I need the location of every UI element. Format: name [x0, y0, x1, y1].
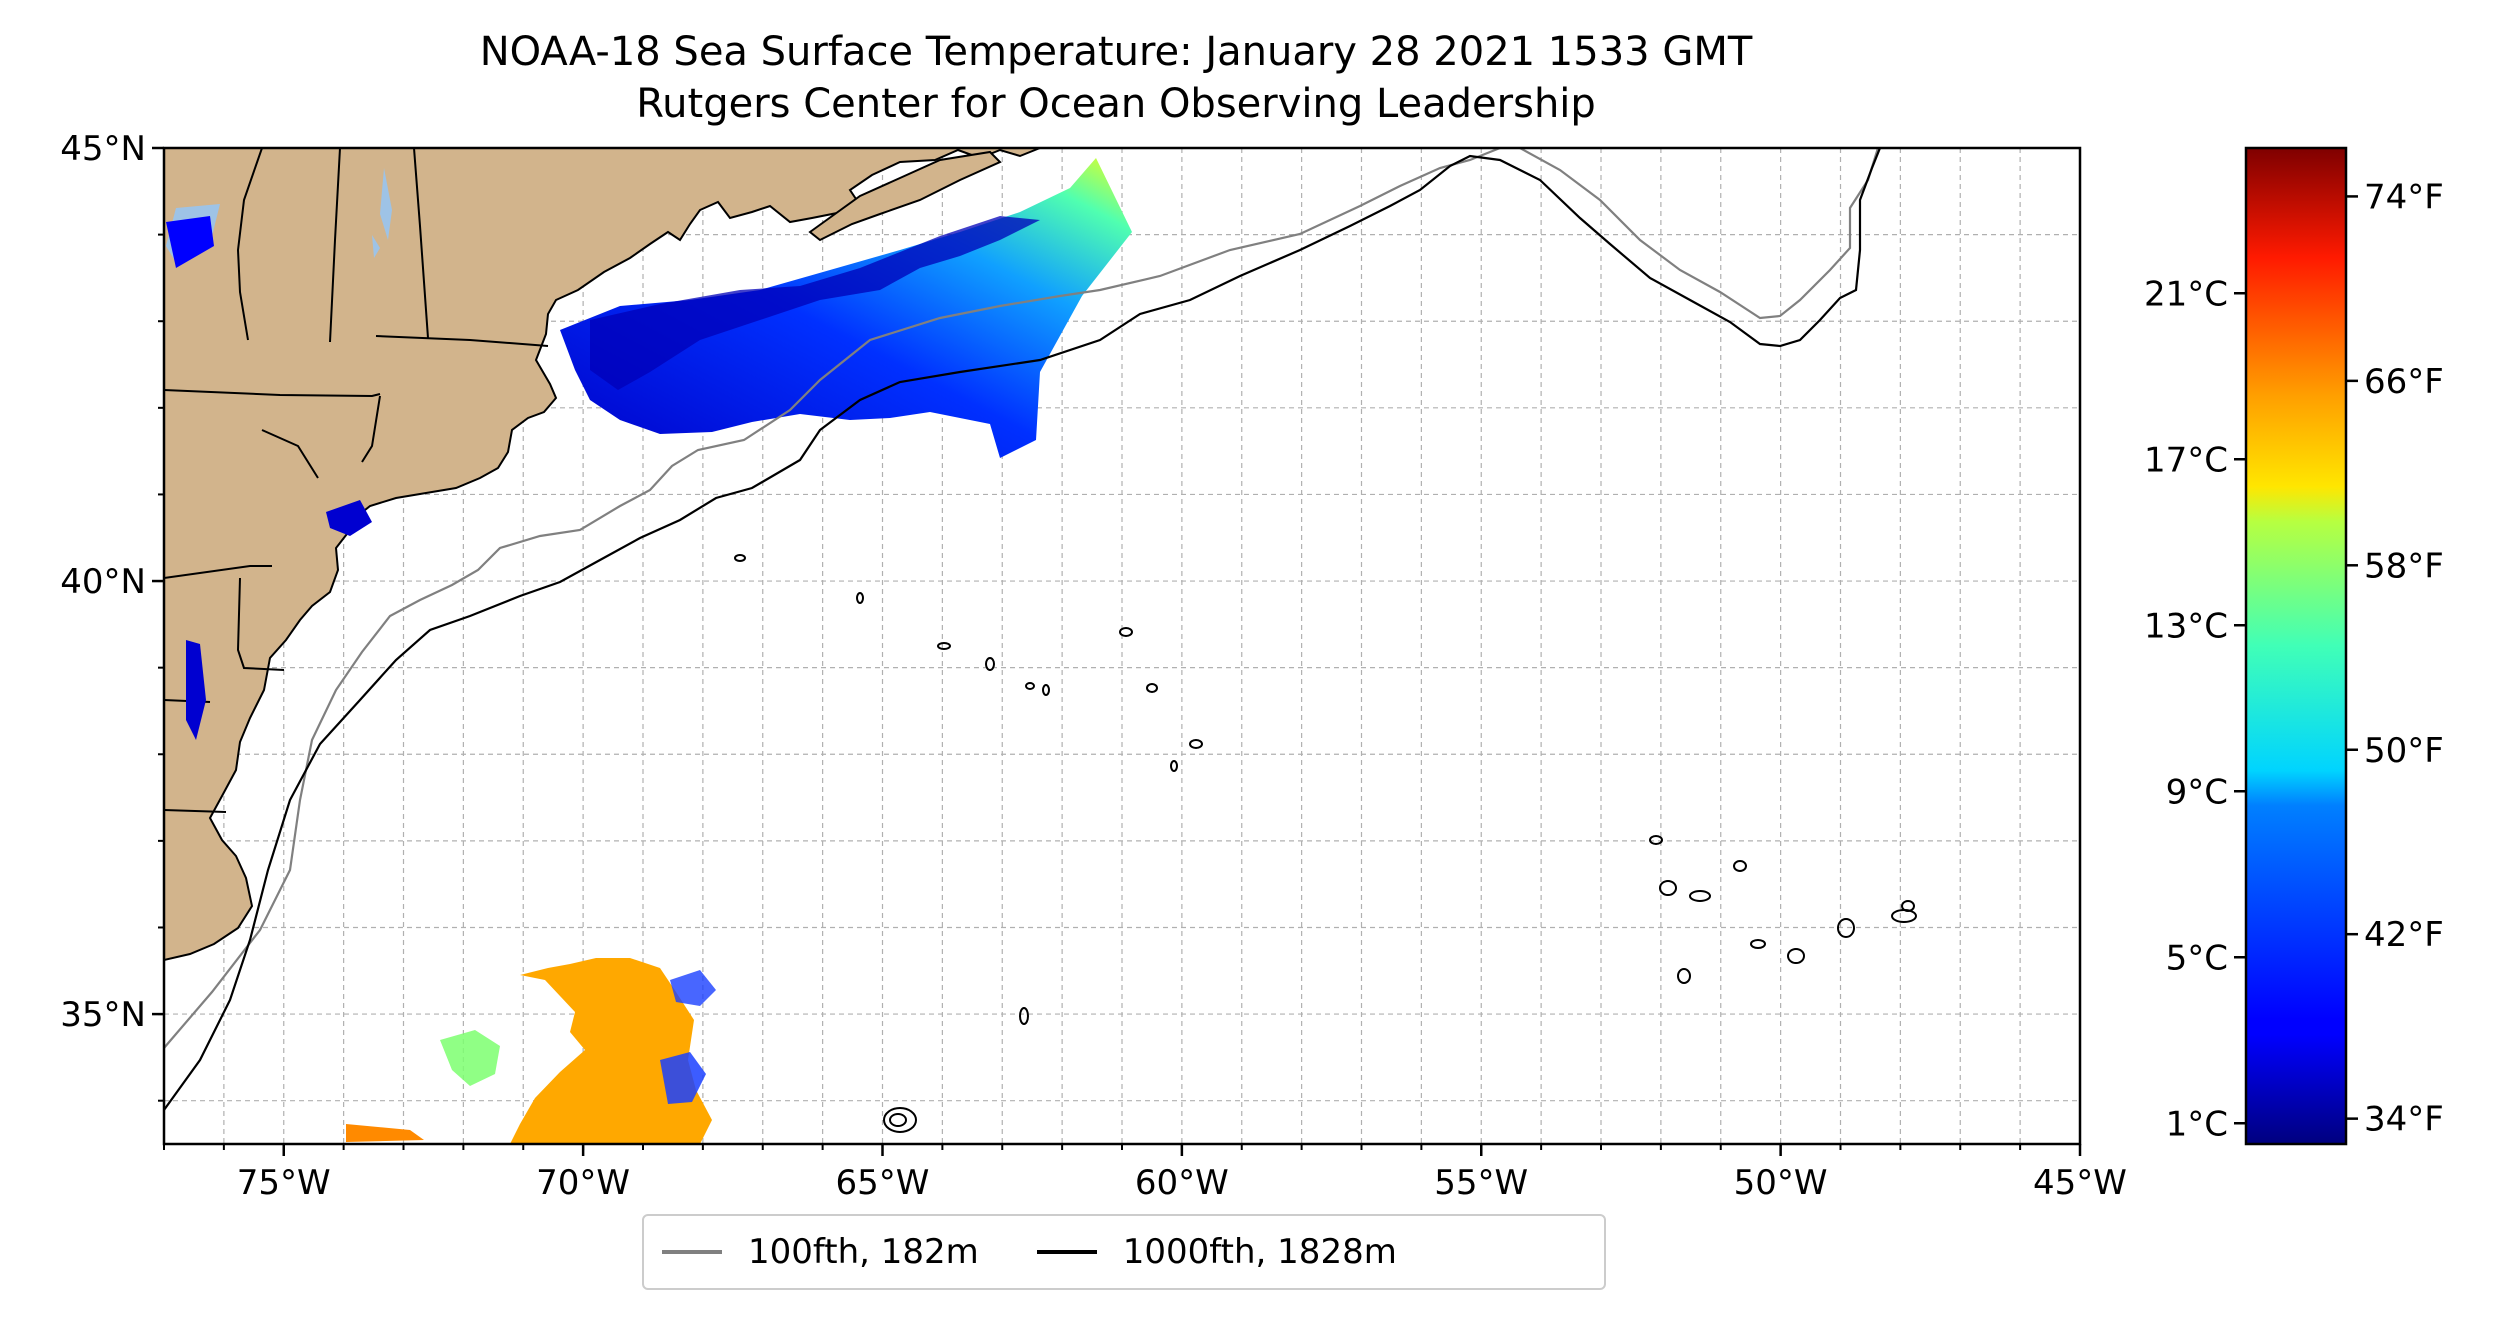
- celsius-tick-label: 5°C: [2166, 938, 2228, 978]
- celsius-tick-label: 9°C: [2166, 772, 2228, 812]
- map-title: NOAA-18 Sea Surface Temperature: January…: [479, 29, 1753, 75]
- isobath-1000fth: [164, 148, 1882, 1111]
- sst-coastal-va: [186, 640, 206, 740]
- axis-ticks: 75°W 70°W 65°W 60°W 55°W 50°W 45°W 45°N 40°N 35°N: [60, 129, 2127, 1203]
- sst-swath-north-dark: [590, 216, 1040, 390]
- colorbar: [2244, 146, 2348, 1146]
- sst-inland-blue: [166, 216, 214, 268]
- lon-tick-label: 70°W: [536, 1163, 630, 1203]
- map-subtitle: Rutgers Center for Ocean Observing Leade…: [636, 81, 1596, 127]
- legend-line-black: [1036, 1250, 1097, 1254]
- isobath-100fth: [164, 148, 1501, 1049]
- isobath-100fth-east: [1519, 148, 1880, 320]
- celsius-tick-label: 17°C: [2144, 440, 2228, 480]
- nova-scotia: [808, 150, 1002, 242]
- lon-tick-label: 45°W: [2033, 1163, 2127, 1203]
- lon-tick-label: 75°W: [237, 1163, 331, 1203]
- sst-cape-fear: [346, 1124, 424, 1142]
- lon-tick-label: 50°W: [1734, 1163, 1828, 1203]
- fahrenheit-tick-label: 34°F: [2364, 1100, 2444, 1140]
- celsius-tick-label: 21°C: [2144, 274, 2228, 314]
- fahrenheit-tick-label: 50°F: [2364, 731, 2444, 771]
- fahrenheit-tick-label: 58°F: [2364, 546, 2444, 586]
- legend: 100fth, 182m 1000fth, 1828m: [642, 1214, 1606, 1290]
- seamounts: [734, 554, 1917, 1133]
- sst-patch-south: [510, 958, 712, 1144]
- celsius-tick-label: 13°C: [2144, 606, 2228, 646]
- legend-line-gray: [662, 1250, 722, 1254]
- lon-tick-label: 65°W: [836, 1163, 930, 1203]
- lat-tick-label: 35°N: [60, 995, 146, 1035]
- fahrenheit-tick-label: 74°F: [2364, 177, 2444, 217]
- lon-tick-label: 60°W: [1135, 1163, 1229, 1203]
- legend-item-100fth: 100fth, 182m: [644, 1232, 979, 1272]
- lat-tick-label: 40°N: [60, 562, 146, 602]
- fahrenheit-tick-label: 66°F: [2364, 362, 2444, 402]
- sst-patch-south-blue2: [670, 970, 716, 1006]
- sst-coastal-nj: [326, 500, 372, 536]
- legend-item-1000fth: 1000fth, 1828m: [1019, 1232, 1397, 1272]
- state-boundaries: [164, 148, 549, 813]
- sst-patch-south-blue: [660, 1052, 706, 1104]
- celsius-tick-label: 1°C: [2166, 1104, 2228, 1144]
- lat-tick-label: 45°N: [60, 129, 146, 169]
- sst-data: [166, 158, 1132, 1144]
- colorbar-ticks: 1°C 5°C 9°C 13°C 17°C 21°C 34°F 42°F 50°F 58°F 66°…: [2144, 177, 2444, 1144]
- lon-tick-label: 55°W: [1434, 1163, 1528, 1203]
- sst-patch-south-green: [440, 1030, 500, 1086]
- legend-label-1000fth: 1000fth, 1828m: [1122, 1232, 1397, 1272]
- fahrenheit-tick-label: 42°F: [2364, 915, 2444, 955]
- legend-label-100fth: 100fth, 182m: [748, 1232, 979, 1272]
